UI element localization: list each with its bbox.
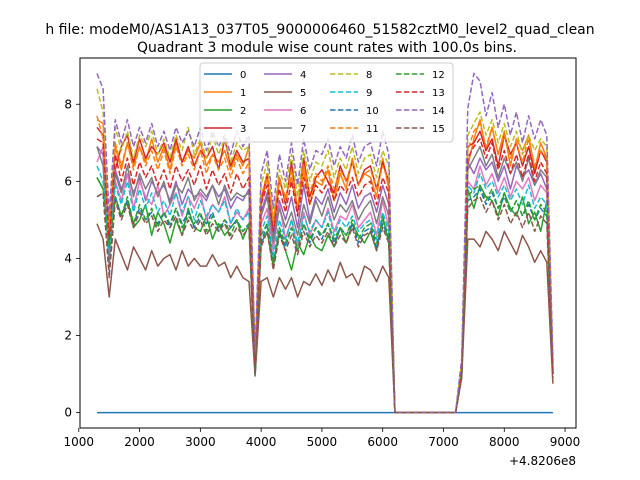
legend-label-3: 3: [240, 124, 246, 135]
figure-suptitle: h file: modeM0/AS1A13_037T05_9000006460_…: [45, 22, 594, 38]
x-tick-label: 2000: [124, 435, 155, 449]
legend-label-1: 1: [240, 88, 246, 99]
x-tick-label: 6000: [367, 435, 398, 449]
series-line-8: [96, 88, 554, 414]
x-tick-label: 9000: [550, 435, 581, 449]
legend-label-12: 12: [432, 70, 445, 81]
series-line-12: [96, 177, 554, 414]
x-axis-offset-label: +4.8206e8: [509, 454, 576, 468]
legend-label-10: 10: [366, 106, 379, 117]
series-line-13: [96, 138, 554, 414]
legend-label-5: 5: [300, 88, 306, 99]
series-line-9: [96, 165, 554, 414]
legend-label-9: 9: [366, 88, 372, 99]
series-line-11: [96, 115, 554, 414]
legend-label-14: 14: [432, 106, 445, 117]
series-line-14: [96, 72, 554, 414]
x-axis: 1000 2000 3000 4000 5000 6000 7000 8000 9000: [64, 428, 581, 449]
series-line-1: [96, 118, 554, 414]
y-tick-label: 4: [64, 251, 72, 265]
x-tick-label: 8000: [489, 435, 520, 449]
series-line-5: [96, 223, 554, 414]
x-tick-label: 4000: [246, 435, 277, 449]
x-tick-label: 3000: [185, 435, 216, 449]
series-line-2: [96, 177, 554, 414]
legend-label-8: 8: [366, 70, 372, 81]
plot-frame: [79, 57, 577, 429]
legend-label-6: 6: [300, 106, 306, 117]
y-tick-label: 8: [64, 97, 72, 111]
legend-label-11: 11: [366, 124, 379, 135]
series-line-3: [96, 126, 554, 414]
series-line-4: [96, 146, 554, 414]
legend-label-4: 4: [300, 70, 306, 81]
y-tick-label: 0: [64, 406, 72, 420]
chart-title: Quadrant 3 module wise count rates with …: [137, 40, 517, 56]
legend-label-13: 13: [432, 88, 445, 99]
y-tick-label: 6: [64, 174, 72, 188]
series-line-7: [96, 145, 554, 414]
series-layer: [96, 72, 554, 414]
legend-box: [199, 62, 454, 143]
x-tick-label: 7000: [428, 435, 459, 449]
legend-label-0: 0: [240, 70, 246, 81]
x-tick-label: 5000: [307, 435, 338, 449]
legend-label-15: 15: [432, 124, 445, 135]
y-tick-label: 2: [64, 329, 72, 343]
legend-label-7: 7: [300, 124, 306, 135]
y-axis: 0 2 4 6 8: [64, 97, 80, 420]
series-line-15: [96, 192, 554, 414]
legend-label-2: 2: [240, 106, 246, 117]
x-tick-label: 1000: [64, 435, 95, 449]
